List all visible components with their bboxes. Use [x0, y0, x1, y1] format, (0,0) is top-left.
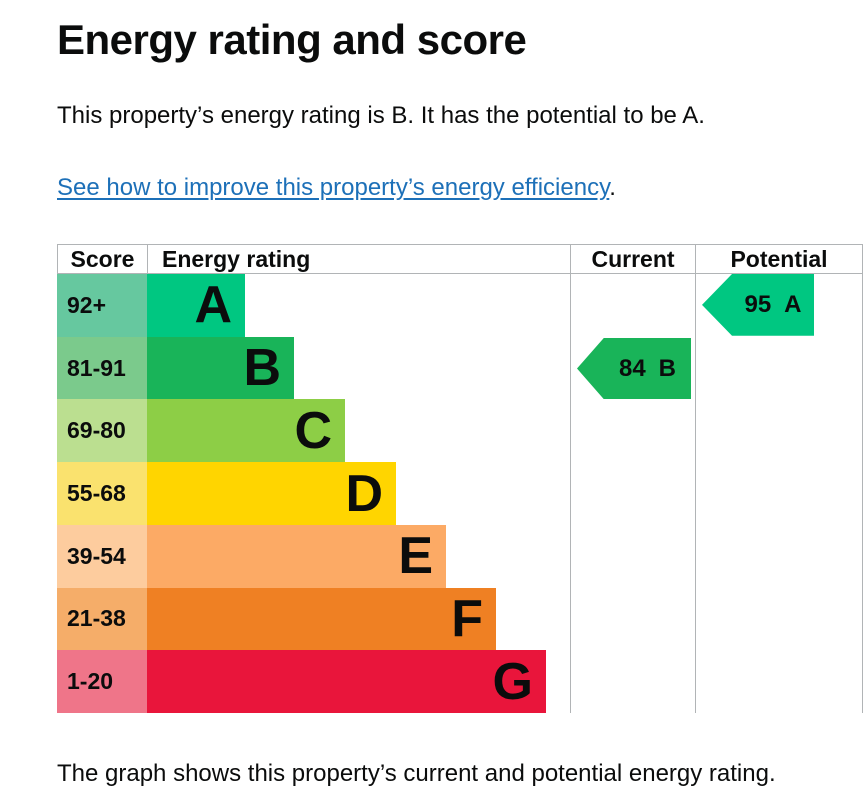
graph-caption: The graph shows this property’s current … — [57, 760, 776, 787]
column-header-energy-rating: Energy rating — [148, 244, 570, 274]
current-rating-value: 84 — [618, 354, 646, 382]
table-right-gridline — [862, 244, 863, 713]
column-header-score: Score — [57, 244, 148, 274]
energy-band-rows: 92+ A 81-91 B 69-80 C 55-68 D 39-54 E 21… — [57, 274, 570, 714]
band-bar: D — [147, 462, 396, 525]
energy-band-row: 92+ A — [57, 274, 570, 337]
link-suffix: . — [609, 174, 616, 201]
potential-rating-arrow: 95 A — [702, 274, 814, 336]
current-rating-letter: B — [658, 354, 677, 382]
energy-band-row: 55-68 D — [57, 462, 570, 525]
band-bar: E — [147, 524, 446, 588]
potential-rating-value: 95 — [744, 290, 772, 318]
potential-column-left-gridline — [695, 244, 696, 713]
band-score-range: 69-80 — [57, 399, 147, 463]
energy-band-row: 81-91 B — [57, 336, 570, 400]
band-bar: B — [147, 336, 294, 400]
current-column-left-gridline — [570, 244, 571, 713]
band-bar: F — [147, 587, 496, 651]
column-header-potential: Potential — [695, 244, 863, 274]
energy-band-row: 21-38 F — [57, 587, 570, 651]
band-score-range: 92+ — [57, 274, 147, 337]
band-bar: C — [147, 399, 345, 463]
band-score-range: 21-38 — [57, 587, 147, 651]
energy-band-row: 39-54 E — [57, 524, 570, 588]
current-rating-arrow: 84 B — [577, 337, 691, 400]
page-title: Energy rating and score — [57, 16, 527, 63]
band-bar: A — [147, 274, 245, 337]
chart-header-row: Score Energy rating Current Potential — [57, 244, 863, 274]
band-bar: G — [147, 650, 546, 714]
rating-summary-text: This property’s energy rating is B. It h… — [57, 102, 705, 129]
band-score-range: 39-54 — [57, 524, 147, 588]
band-score-range: 55-68 — [57, 462, 147, 525]
column-header-current: Current — [570, 244, 695, 274]
band-score-range: 1-20 — [57, 650, 147, 714]
improve-link-line: See how to improve this property’s energ… — [57, 172, 616, 203]
energy-band-row: 69-80 C — [57, 399, 570, 463]
potential-rating-letter: A — [784, 290, 802, 318]
energy-band-row: 1-20 G — [57, 650, 570, 714]
energy-rating-chart: Score Energy rating Current Potential 92… — [57, 244, 863, 714]
improve-efficiency-link[interactable]: See how to improve this property’s energ… — [57, 174, 610, 201]
band-score-range: 81-91 — [57, 336, 147, 400]
